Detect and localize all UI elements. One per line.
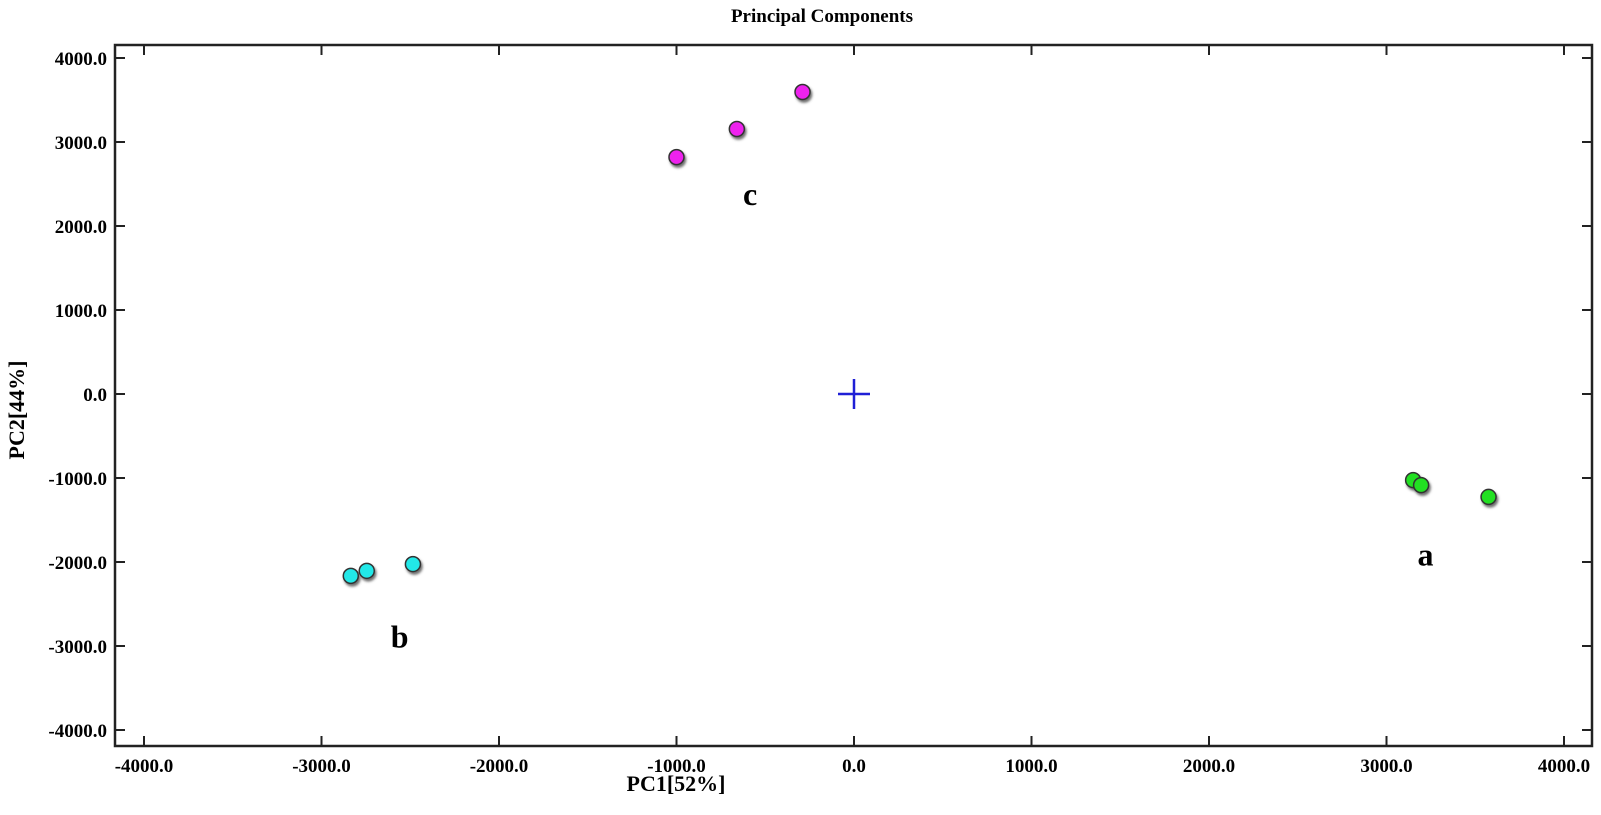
x-tick-label: -4000.0	[115, 756, 174, 777]
origin-crosshair-icon	[838, 379, 870, 409]
data-point-a	[1412, 476, 1430, 494]
x-tick-label: 4000.0	[1538, 756, 1590, 777]
x-tick-label: -1000.0	[647, 756, 706, 777]
y-tick-label: 3000.0	[55, 133, 107, 154]
y-tick-label: 1000.0	[55, 301, 107, 322]
group-label-a: a	[1418, 536, 1434, 572]
x-tick-label: -2000.0	[470, 756, 529, 777]
data-point-b	[342, 567, 360, 585]
data-point-c	[794, 83, 811, 101]
data-point-c	[728, 120, 746, 138]
group-label-b: b	[391, 619, 409, 655]
data-point-b	[404, 555, 422, 573]
y-tick-label: 0.0	[83, 385, 107, 406]
x-tick-label: 3000.0	[1360, 756, 1412, 777]
y-tick-label: -4000.0	[48, 721, 107, 742]
y-tick-label: -1000.0	[48, 469, 107, 490]
x-tick-label: 2000.0	[1183, 756, 1235, 777]
y-axis-label: PC2[44%]	[4, 361, 29, 460]
group-labels: a b c	[391, 176, 1434, 655]
data-points	[342, 83, 1497, 585]
x-tick-label: 0.0	[842, 756, 866, 777]
x-axis-label: PC1[52%]	[627, 771, 726, 796]
x-tick-label: -3000.0	[292, 756, 351, 777]
axis-ticks: -4000.0 -3000.0 -2000.0 -1000.0 0.0 1000.0 200…	[48, 45, 1592, 777]
data-point-c	[668, 148, 685, 166]
chart-title: Principal Components	[731, 6, 913, 27]
data-point-b	[358, 562, 376, 580]
y-tick-label: 4000.0	[55, 49, 107, 70]
y-tick-label: -3000.0	[48, 637, 107, 658]
data-point-a	[1480, 488, 1497, 506]
y-tick-label: -2000.0	[48, 553, 107, 574]
group-label-c: c	[743, 176, 757, 212]
x-tick-label: 1000.0	[1005, 756, 1057, 777]
y-tick-label: 2000.0	[55, 217, 107, 238]
